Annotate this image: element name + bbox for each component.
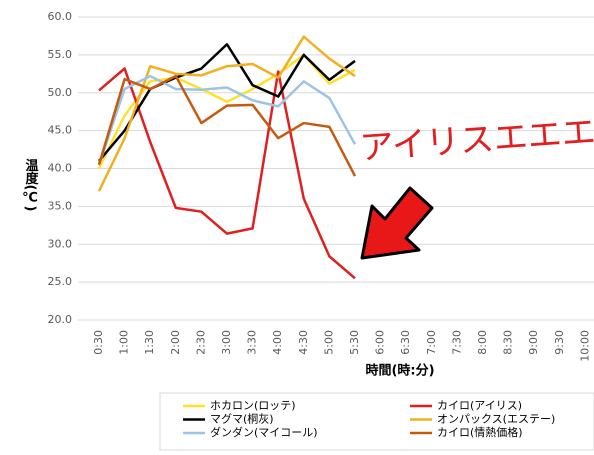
y-tick-label: 40.0: [48, 162, 73, 175]
series-line: [97, 35, 356, 192]
x-tick-label: 5:30: [348, 330, 361, 355]
x-tick-label: 3:00: [220, 330, 233, 355]
x-tick-label: 4:00: [271, 330, 284, 355]
x-tick-label: 4:30: [297, 330, 310, 355]
x-tick-label: 9:00: [527, 330, 540, 355]
x-tick-label: 3:30: [246, 330, 259, 355]
legend-label: マグマ(桐灰): [210, 412, 274, 426]
x-tick-label: 6:00: [374, 330, 387, 355]
x-tick-label: 7:00: [425, 330, 438, 355]
y-tick-label: 20.0: [48, 313, 73, 326]
y-tick-label: 45.0: [48, 124, 73, 137]
x-tick-label: 1:30: [143, 330, 156, 355]
x-tick-label: 6:30: [399, 330, 412, 355]
x-tick-label: 0:30: [92, 330, 105, 355]
series-line: [97, 74, 357, 166]
legend-box: [159, 392, 594, 451]
y-tick-label: 35.0: [48, 199, 73, 212]
x-tick-label: 8:00: [476, 330, 489, 355]
x-tick-label: 2:00: [169, 330, 182, 355]
legend-label: ダンダン(マイコール): [210, 425, 318, 439]
y-tick-label: 60.0: [48, 10, 73, 23]
x-tick-label: 5:00: [322, 330, 335, 355]
x-tick-label: 10:00: [578, 330, 591, 362]
arrow: [360, 186, 434, 260]
x-tick-label: 1:00: [118, 330, 131, 355]
legend-label: カイロ(アイリス): [437, 399, 522, 412]
legend-label: カイロ(情熱価格): [437, 425, 523, 439]
x-tick-label: 8:30: [502, 330, 515, 355]
y-tick-label: 55.0: [48, 48, 73, 61]
legend-label: オンパックス(エステー): [437, 413, 555, 426]
y-tick-label: 25.0: [48, 275, 73, 288]
series-line: [98, 67, 356, 280]
x-tick-label: 2:30: [194, 330, 207, 355]
y-axis-label: 温度(℃): [22, 159, 38, 212]
x-axis-label: 時間(時:分): [365, 363, 434, 379]
series-line: [98, 43, 356, 162]
y-tick-label: 30.0: [48, 237, 73, 250]
y-tick-label: 50.0: [48, 86, 73, 99]
legend-label: ホカロン(ロッテ): [210, 399, 296, 412]
series-line: [97, 74, 357, 177]
x-tick-label: 9:30: [553, 330, 566, 355]
x-tick-label: 7:30: [450, 330, 463, 355]
